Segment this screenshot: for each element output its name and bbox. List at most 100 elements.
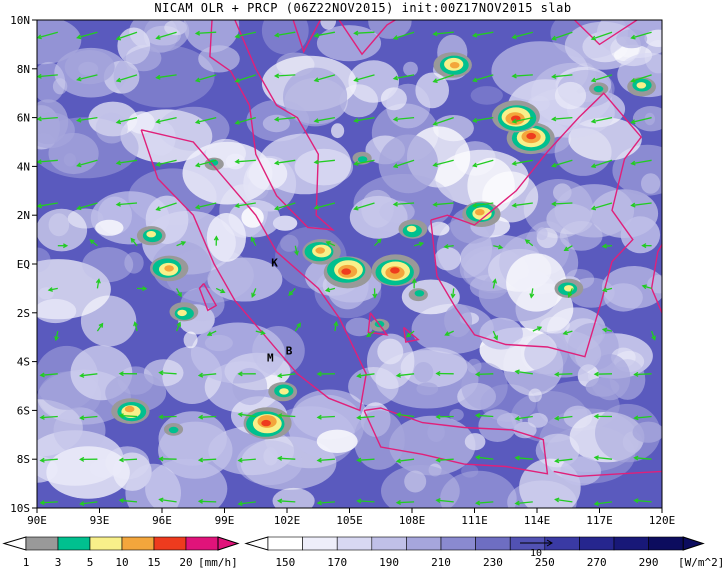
- cloud-blob: [616, 29, 648, 49]
- precip-cell: [315, 247, 326, 254]
- wind-vector: [196, 159, 217, 167]
- y-tick-label: 4N: [17, 160, 30, 173]
- wind-vector: [433, 116, 454, 126]
- wind-vector: [552, 202, 573, 205]
- wind-vector: [199, 415, 217, 418]
- wind-vector-head: [273, 160, 280, 166]
- wind-vector-head: [288, 290, 294, 297]
- cloud-blob: [95, 112, 128, 144]
- cloud-blob: [241, 207, 264, 228]
- wind-vector-head: [237, 457, 243, 463]
- wind-vector-head: [418, 241, 425, 247]
- wind-vector-head: [630, 160, 636, 166]
- wind-vector: [436, 499, 454, 503]
- wind-vector-head: [514, 415, 520, 421]
- cloud-blob: [320, 20, 337, 30]
- wind-vector: [275, 116, 296, 121]
- wind-vector: [278, 500, 296, 503]
- cloud-blob: [46, 446, 130, 499]
- wind-vector-head: [524, 239, 530, 245]
- colorbar-swatch: [336, 536, 373, 551]
- cloud-blob: [272, 487, 315, 508]
- wind-vector-head: [76, 76, 82, 82]
- cloud-blob: [428, 221, 450, 236]
- colorbar-label: 270: [587, 556, 607, 569]
- wind-vector: [493, 245, 503, 249]
- wind-vector-head: [590, 205, 597, 211]
- wind-vector: [89, 239, 98, 247]
- precip-cell: [357, 156, 368, 163]
- wind-vector: [552, 74, 573, 78]
- wind-vector: [235, 74, 257, 83]
- cloud-blob: [554, 184, 635, 238]
- colorbar-unit: [W/m^2]: [678, 556, 724, 569]
- x-tick-label: 105E: [336, 514, 363, 527]
- wind-vector: [357, 373, 375, 377]
- cloud-blob: [183, 331, 198, 349]
- y-tick-label: 8S: [17, 453, 30, 466]
- wind-vector-head: [37, 203, 42, 209]
- wind-vector-head: [296, 322, 301, 328]
- wind-vector-head: [313, 32, 319, 38]
- wind-vector-head: [237, 501, 243, 507]
- wind-vector-head: [474, 413, 481, 418]
- wind-vector: [159, 498, 177, 503]
- colorbar-swatch: [302, 536, 338, 551]
- wind-vector: [568, 288, 573, 297]
- cloud-blob: [434, 247, 462, 271]
- colorbar-unit: [mm/h]: [198, 556, 238, 569]
- wind-vector-head: [551, 73, 557, 79]
- wind-vector-head: [353, 161, 359, 166]
- cloud-blob: [236, 440, 303, 486]
- wind-vector: [119, 414, 138, 418]
- wind-vector: [397, 458, 415, 462]
- wind-vector: [515, 370, 533, 375]
- wind-vector: [452, 288, 455, 298]
- wind-vector: [80, 373, 98, 377]
- colorbar-label: 190: [379, 556, 399, 569]
- wind-vector: [552, 116, 573, 120]
- wind-vector: [159, 415, 177, 418]
- wind-vector: [77, 159, 98, 167]
- cloud-blob: [603, 283, 643, 312]
- wind-vector-head: [95, 278, 101, 284]
- wind-vector: [80, 415, 98, 419]
- wind-vector-head: [551, 162, 557, 168]
- map-title: NICAM OLR + PRCP (06Z22NOV2015) init:00Z…: [154, 1, 572, 15]
- wind-vector: [433, 159, 454, 167]
- cloud-blob: [595, 403, 661, 463]
- wind-vector-head: [392, 201, 398, 207]
- cloud-blob: [554, 81, 587, 110]
- cloud-blob: [568, 117, 642, 161]
- wind-vector-head: [405, 332, 411, 338]
- colorbar-swatch: [57, 536, 91, 551]
- wind-vector-head: [435, 457, 441, 463]
- wind-vector: [238, 458, 256, 462]
- x-tick-label: 90E: [27, 514, 47, 527]
- cloud-blob: [540, 316, 570, 334]
- wind-vector-head: [366, 332, 372, 338]
- wind-vector: [555, 498, 573, 503]
- wind-vector: [393, 31, 415, 40]
- vector-reference-head: [546, 539, 553, 547]
- cloud-blob: [467, 157, 515, 215]
- wind-vector: [255, 330, 265, 335]
- wind-vector-head: [79, 456, 85, 462]
- wind-vector-head: [450, 293, 456, 299]
- wind-vector-head: [39, 372, 45, 378]
- wind-vector: [278, 373, 296, 377]
- wind-vector: [77, 74, 98, 81]
- wind-vector-head: [79, 501, 85, 507]
- wind-vector-head: [118, 498, 124, 504]
- wind-vector: [176, 241, 186, 247]
- y-tick-label: 6N: [17, 112, 30, 125]
- wind-vector: [603, 287, 613, 292]
- wind-vector-head: [237, 371, 243, 377]
- wind-vector: [334, 322, 337, 332]
- cloud-blob: [535, 433, 580, 468]
- wind-vector: [275, 74, 296, 77]
- wind-vector-head: [76, 205, 82, 211]
- wind-vector-head: [234, 159, 240, 164]
- wind-vector: [37, 202, 58, 207]
- wind-vector: [37, 116, 58, 120]
